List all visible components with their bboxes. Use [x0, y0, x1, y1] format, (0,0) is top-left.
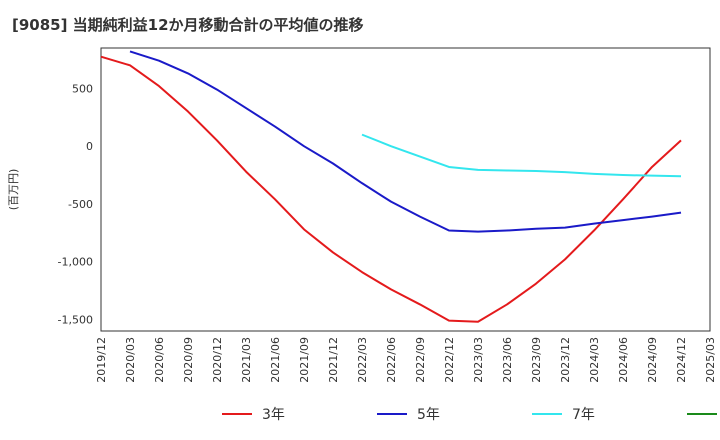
series-line-3: [361, 133, 682, 178]
chart-title: [9085] 当期純利益12か月移動合計の平均値の推移: [12, 16, 364, 34]
legend-label-1: 3年: [262, 407, 285, 423]
x-tick-label: 2021/06: [269, 337, 282, 383]
x-tick-label: 2021/03: [240, 337, 253, 383]
x-tick-label: 2022/12: [443, 337, 456, 383]
x-tick-label: 2022/03: [356, 337, 369, 383]
x-tick-label: 2022/09: [414, 337, 427, 383]
plot-frame: [100, 47, 711, 332]
series-line-1: [100, 55, 682, 323]
x-tick-label: 2024/03: [588, 337, 601, 383]
legend-label-2: 5年: [417, 407, 440, 423]
x-tick-label: 2022/06: [385, 337, 398, 383]
legend: 3年5年7年10年: [222, 407, 717, 423]
x-tick-label: 2024/09: [646, 337, 659, 383]
series-layer: [100, 50, 682, 323]
x-tick-label: 2020/06: [153, 337, 166, 383]
x-tick-label: 2023/12: [559, 337, 572, 383]
y-tick-label: -1,000: [58, 256, 93, 269]
x-tick-label: 2023/09: [530, 337, 543, 383]
series-line-2: [129, 50, 682, 233]
y-axis-label: (百万円): [7, 169, 20, 211]
x-tick-label: 2025/03: [704, 337, 717, 383]
x-tick-label: 2024/12: [675, 337, 688, 383]
x-tick-label: 2020/09: [182, 337, 195, 383]
x-tick-label: 2019/12: [95, 337, 108, 383]
x-tick-label: 2023/06: [501, 337, 514, 383]
x-tick-label: 2020/12: [211, 337, 224, 383]
x-tick-label: 2023/03: [472, 337, 485, 383]
y-tick-label: -1,500: [58, 313, 93, 326]
x-tick-label: 2021/12: [327, 337, 340, 383]
y-tick-label: 0: [86, 140, 93, 153]
x-tick-label: 2020/03: [124, 337, 137, 383]
axes-layer: 500 0 -500 -1,000 -1,500 (百万円) 2019/12 2020/03 2…: [7, 47, 717, 383]
x-tick-label: 2021/09: [298, 337, 311, 383]
legend-label-3: 7年: [572, 407, 595, 423]
y-tick-label: -500: [68, 198, 93, 211]
y-tick-label: 500: [72, 82, 93, 95]
x-tick-label: 2024/06: [617, 337, 630, 383]
